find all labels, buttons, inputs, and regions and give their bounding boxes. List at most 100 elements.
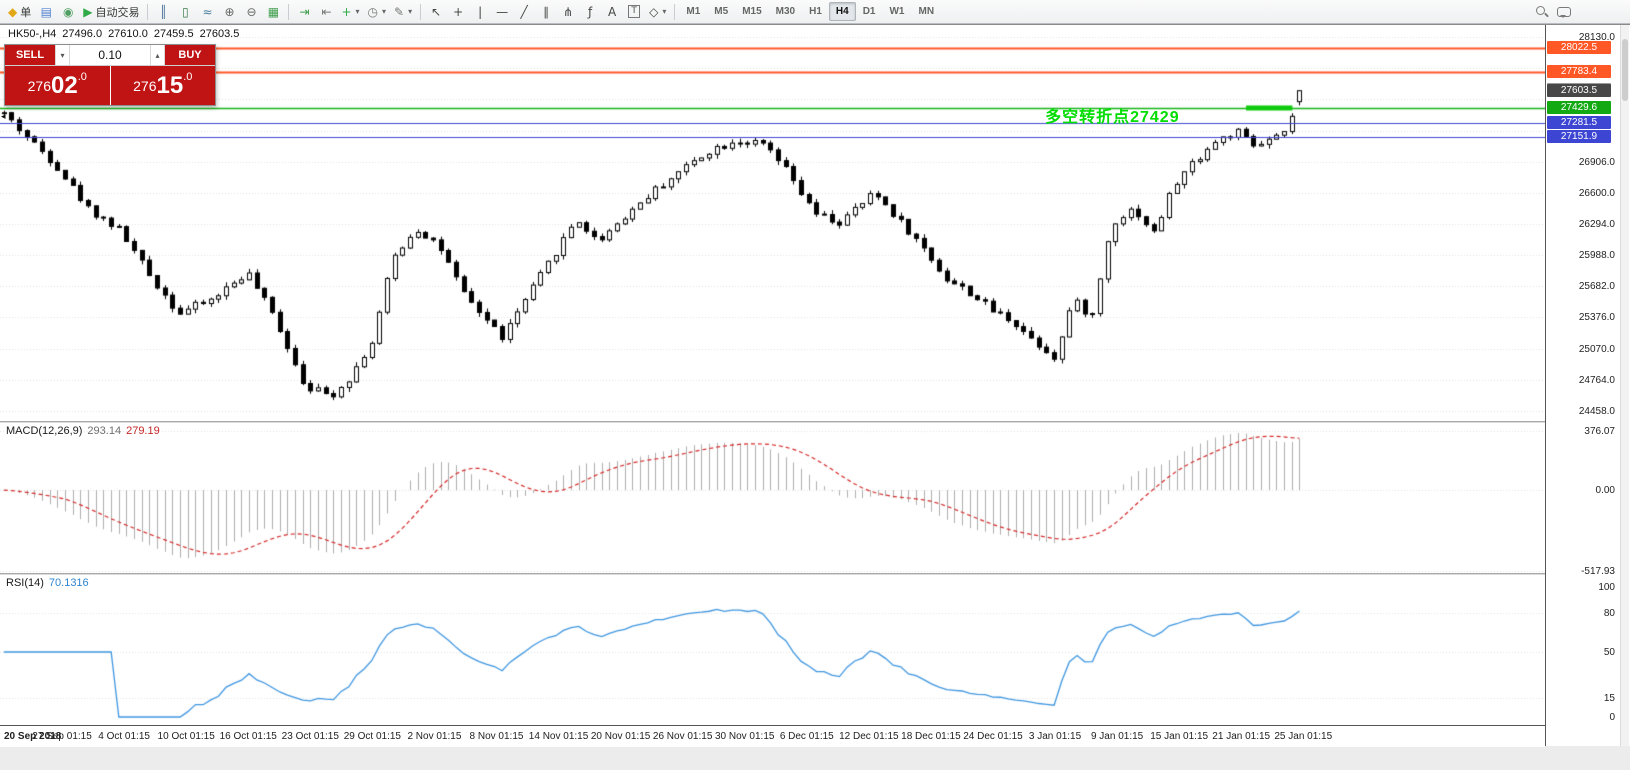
crosshair-button[interactable]: +: [447, 2, 469, 22]
line-chart-button[interactable]: ≈: [196, 2, 218, 22]
horizontal-line-button[interactable]: —: [491, 2, 513, 22]
clock-icon: ◷: [367, 4, 379, 19]
one-click-trade-panel: SELL ▾ 0.10 ▴ BUY 276 02.0 276 15: [4, 44, 216, 106]
rsi-axis-label: 100: [1598, 582, 1615, 593]
timeframe-button-mn[interactable]: MN: [918, 6, 935, 17]
new-chart-icon: +: [341, 4, 352, 19]
periods-button[interactable]: ◷ ▾: [364, 2, 391, 22]
price-axis-label: 24458.0: [1578, 405, 1615, 417]
candlestick-icon: ▯: [182, 4, 189, 19]
rsi-panel[interactable]: RSI(14) 70.1316: [0, 575, 1545, 725]
autoscroll-icon: ⇥: [299, 4, 310, 19]
price-axis-label: 26906.0: [1578, 156, 1615, 168]
bid-price-badge: 27603.5: [1547, 83, 1611, 97]
chart-column: HK50-,H4 27496.0 27610.0 27459.5 27603.5 SEL…: [0, 25, 1546, 747]
zoom-out-button[interactable]: ⊖: [240, 2, 262, 22]
timeframe-button-w1[interactable]: W1: [889, 6, 905, 17]
macd-canvas[interactable]: [0, 423, 1545, 573]
new-chart-button[interactable]: + ▾: [337, 2, 363, 22]
timeframe-button-m1[interactable]: M1: [686, 6, 701, 17]
time-axis-label: 26 Nov 01:15: [652, 731, 713, 742]
autoscroll-button[interactable]: ⇥: [293, 2, 315, 22]
trendline-icon: ╱: [520, 4, 528, 19]
time-axis-label: 16 Oct 01:15: [219, 731, 277, 742]
trade-panel-toggle[interactable]: ◂: [1, 111, 6, 121]
sell-price-big: 02: [50, 71, 78, 99]
timeframe-button-d1[interactable]: D1: [862, 6, 876, 17]
candlestick-button[interactable]: ▯: [174, 2, 196, 22]
price-axis[interactable]: 28130.0 26906.0 26600.0 26294.0 25988.0 25682…: [1546, 25, 1620, 746]
rsi-canvas[interactable]: [0, 575, 1545, 725]
autotrading-icon: ▶: [83, 4, 93, 19]
macd-panel[interactable]: MACD(12,26,9) 293.14 279.19: [0, 423, 1545, 573]
chart-shift-icon: ⇤: [321, 4, 332, 19]
ohlc-header: HK50-,H4 27496.0 27610.0 27459.5 27603.5: [8, 28, 245, 40]
timeframe-button-h4[interactable]: H4: [828, 2, 856, 21]
dropdown-caret-icon: ▾: [408, 7, 413, 16]
rsi-name: RSI(14): [6, 577, 44, 589]
timeframe-button-h1[interactable]: H1: [809, 6, 822, 17]
autotrading-button[interactable]: ▶ 自动交易: [79, 2, 143, 22]
timeframe-button-m30[interactable]: M30: [775, 6, 796, 17]
buy-price[interactable]: 276 15.0: [110, 66, 215, 105]
time-axis[interactable]: 20 Sep 2018 27 Sep 01:15 4 Oct 01:15 10 Oct…: [0, 725, 1545, 747]
bar-chart-button[interactable]: ║: [152, 2, 174, 22]
scrollbar-thumb[interactable]: [1622, 39, 1628, 101]
channel-button[interactable]: ∥: [535, 2, 557, 22]
time-axis-label: 9 Jan 01:15: [1090, 731, 1144, 742]
rsi-axis-label: 0: [1609, 712, 1615, 723]
price-chart-panel[interactable]: HK50-,H4 27496.0 27610.0 27459.5 27603.5 SEL…: [0, 25, 1545, 421]
time-axis-label: 25 Jan 01:15: [1274, 731, 1333, 742]
text-icon: A: [608, 4, 617, 19]
rsi-splitter[interactable]: [0, 573, 1545, 575]
search-button[interactable]: [1530, 2, 1552, 22]
price-axis-label: 26294.0: [1578, 219, 1615, 231]
fibonacci-button[interactable]: ƒ: [579, 2, 601, 22]
time-axis-label: 3 Jan 01:15: [1028, 731, 1082, 742]
resistance-badge-2: 27783.4: [1547, 65, 1611, 79]
market-watch-button[interactable]: ▤: [35, 2, 57, 22]
tile-windows-button[interactable]: ▦: [262, 2, 284, 22]
macd-label: MACD(12,26,9) 293.14 279.19: [6, 425, 160, 437]
timeframe-button-m15[interactable]: M15: [742, 6, 762, 17]
buy-button[interactable]: BUY: [165, 45, 215, 65]
text-label-icon: T: [628, 5, 640, 18]
macd-signal-value: 279.19: [126, 425, 160, 437]
navigator-button[interactable]: ◉: [57, 2, 79, 22]
time-axis-label: 10 Oct 01:15: [157, 731, 215, 742]
vertical-line-button[interactable]: |: [469, 2, 491, 22]
vertical-scrollbar[interactable]: [1620, 25, 1629, 746]
sell-button[interactable]: SELL: [5, 45, 55, 65]
toolbar-separator: [288, 3, 290, 20]
timeframe-button-m5[interactable]: M5: [714, 6, 729, 17]
low-value: 27459.5: [153, 28, 194, 40]
time-axis-label: 29 Oct 01:15: [343, 731, 401, 742]
buy-price-prefix: 276: [133, 77, 157, 94]
community-button[interactable]: [1552, 2, 1574, 22]
rsi-axis-label: 80: [1603, 608, 1615, 619]
text-label-button[interactable]: T: [623, 2, 645, 22]
volume-increase-button[interactable]: ▴: [150, 45, 165, 65]
price-chart-canvas[interactable]: [0, 25, 1545, 421]
zoom-in-button[interactable]: ⊕: [218, 2, 240, 22]
volume-decrease-button[interactable]: ▾: [55, 45, 70, 65]
macd-axis-label: 376.07: [1584, 426, 1615, 438]
market-watch-icon: ▤: [40, 4, 52, 19]
shapes-button[interactable]: ◇ ▾: [645, 2, 670, 22]
pitchfork-button[interactable]: ⋔: [557, 2, 579, 22]
macd-splitter[interactable]: [0, 421, 1545, 423]
time-axis-label: 4 Oct 01:15: [98, 731, 150, 742]
trendline-button[interactable]: ╱: [513, 2, 535, 22]
templates-button[interactable]: ✎ ▾: [390, 2, 416, 22]
crosshair-icon: +: [453, 4, 464, 19]
new-order-button[interactable]: ◆ 单: [4, 2, 35, 22]
open-value: 27496.0: [62, 28, 103, 40]
cursor-button[interactable]: ↖: [425, 2, 447, 22]
price-axis-label: 25682.0: [1578, 281, 1615, 293]
volume-input[interactable]: 0.10: [98, 48, 122, 62]
shapes-icon: ◇: [649, 4, 659, 19]
text-button[interactable]: A: [601, 2, 623, 22]
chart-shift-button[interactable]: ⇤: [315, 2, 337, 22]
sell-price[interactable]: 276 02.0: [5, 66, 110, 105]
time-axis-label: 20 Sep 2018: [4, 731, 62, 742]
